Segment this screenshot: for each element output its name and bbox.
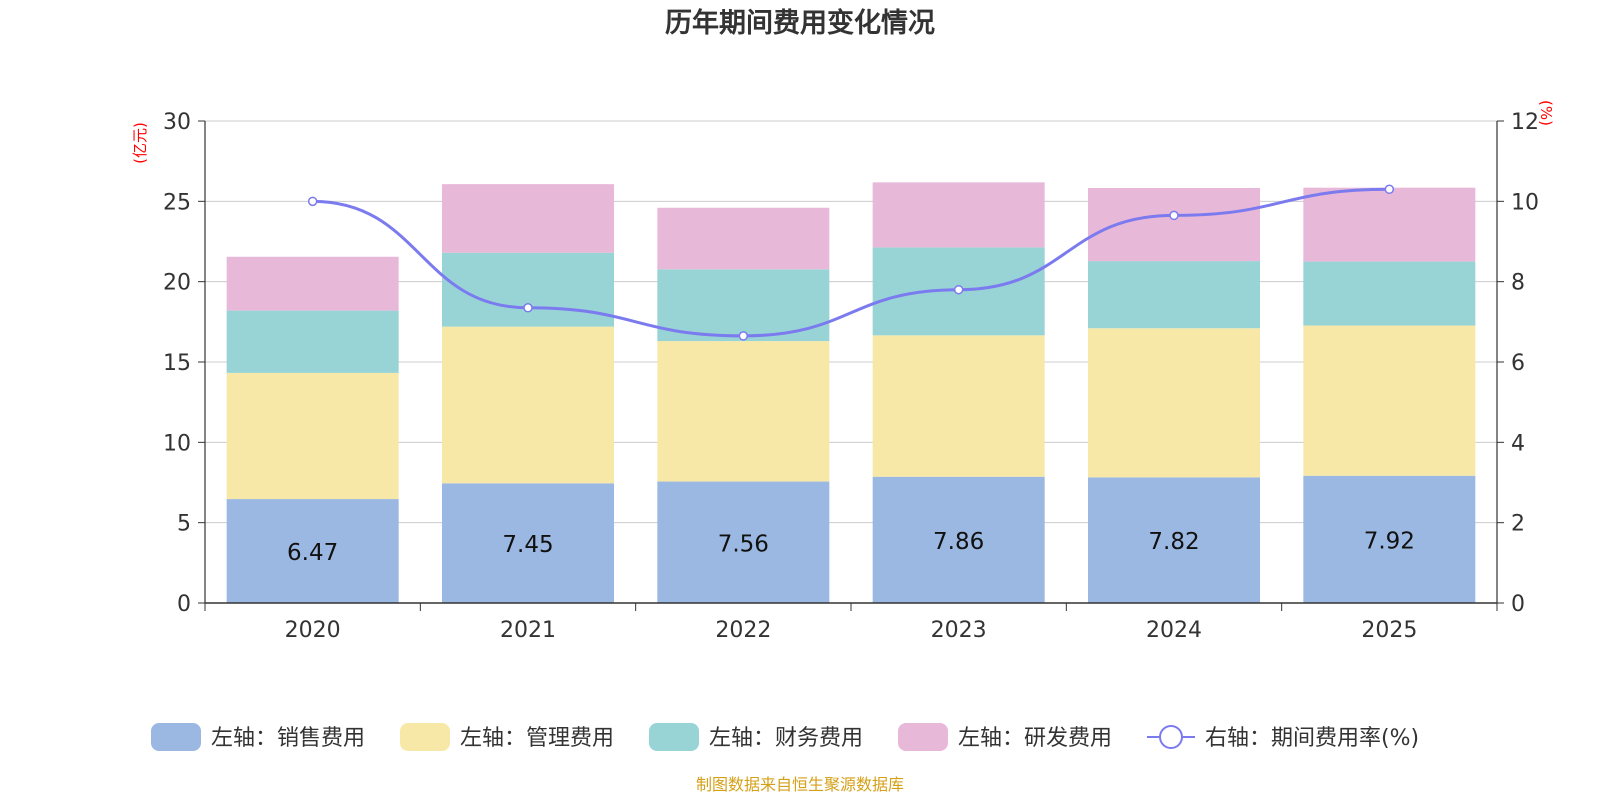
right-axis-tick-label: 4 [1511, 431, 1525, 456]
bar-data-label: 7.92 [1364, 528, 1415, 554]
right-axis-unit: (%) [1537, 100, 1555, 126]
bar-segment [1303, 325, 1476, 476]
chart-title: 历年期间费用变化情况 [665, 7, 935, 39]
right-axis-tick-label: 12 [1511, 110, 1539, 135]
rate-point [1384, 184, 1395, 195]
bar-segment [872, 335, 1045, 477]
x-axis-tick-label: 2025 [1361, 618, 1417, 643]
gridlines [205, 120, 1497, 524]
bar-data-label: 7.56 [718, 531, 769, 557]
bar-segment [442, 483, 614, 603]
legend-label: 右轴：期间费用率(%) [1205, 726, 1419, 751]
x-axis-tick-label: 2022 [715, 618, 771, 643]
left-axis-tick-label: 15 [163, 351, 191, 376]
bar-segment [872, 182, 1045, 248]
bar-segment [442, 326, 614, 484]
legend-swatch [649, 723, 699, 751]
right-axis-tick-label: 0 [1511, 592, 1525, 617]
bar-segment [442, 252, 614, 327]
rate-point [1169, 210, 1179, 221]
legend: 左轴：销售费用 左轴：管理费用 左轴：财务费用 左轴：研发费用 右轴：期间费用率(%) [151, 723, 1419, 751]
rate-point [953, 284, 964, 295]
bar-segment [1303, 475, 1476, 603]
line-series [307, 184, 1395, 341]
left-axis-tick-label: 20 [163, 271, 191, 296]
rate-line [312, 187, 1390, 338]
bar-segment [1303, 261, 1476, 326]
legend-label: 左轴：管理费用 [460, 726, 614, 751]
bar-labels: 6.47 7.45 7.56 7.86 7.82 7.92 [287, 528, 1415, 566]
bar-segment [1088, 477, 1260, 603]
bar-segment [226, 256, 399, 311]
bar-segment [1303, 187, 1476, 262]
left-axis-tick-label: 0 [177, 592, 191, 617]
right-axis-tick-label: 8 [1511, 271, 1525, 296]
right-axis-tick-label: 6 [1511, 351, 1525, 376]
bar-segment [226, 372, 399, 500]
right-axis-tick-label: 2 [1511, 512, 1525, 537]
bar-data-label: 6.47 [287, 540, 338, 566]
bar-data-label: 7.82 [1148, 529, 1199, 555]
bars [226, 182, 1476, 603]
bar-segment [1088, 261, 1260, 329]
bar-segment [872, 476, 1045, 603]
x-axis-tick-label: 2020 [285, 618, 341, 643]
bar-segment [1088, 328, 1260, 478]
rate-point [738, 331, 749, 341]
legend-swatch [151, 723, 201, 751]
left-axis-tick-label: 25 [163, 190, 191, 215]
left-axis-tick-label: 5 [177, 512, 191, 537]
legend-swatch [898, 723, 948, 751]
bar-segment [226, 499, 399, 603]
x-axis-tick-label: 2023 [931, 618, 987, 643]
right-axis-tick-label: 10 [1511, 190, 1539, 215]
legend-label: 左轴：销售费用 [211, 726, 365, 751]
legend-swatch [400, 723, 450, 751]
bar-segment [657, 341, 830, 482]
x-axis-tick-label: 2024 [1146, 618, 1202, 643]
legend-label: 左轴：研发费用 [958, 726, 1112, 751]
bar-segment [657, 481, 830, 603]
legend-marker [1159, 725, 1183, 749]
bar-data-label: 7.86 [933, 529, 984, 555]
bar-segment [442, 184, 614, 253]
left-axis-tick-label: 30 [163, 110, 191, 135]
bar-segment [657, 207, 830, 270]
left-axis-unit: (亿元) [131, 122, 149, 164]
bar-segment [226, 310, 399, 373]
legend-label: 左轴：财务费用 [709, 726, 863, 751]
rate-point [307, 196, 318, 207]
left-axis-tick-label: 10 [163, 431, 191, 456]
source-note: 制图数据来自恒生聚源数据库 [696, 775, 904, 794]
bar-data-label: 7.45 [502, 532, 553, 558]
rate-point [523, 303, 533, 313]
x-axis-tick-label: 2021 [500, 618, 556, 643]
